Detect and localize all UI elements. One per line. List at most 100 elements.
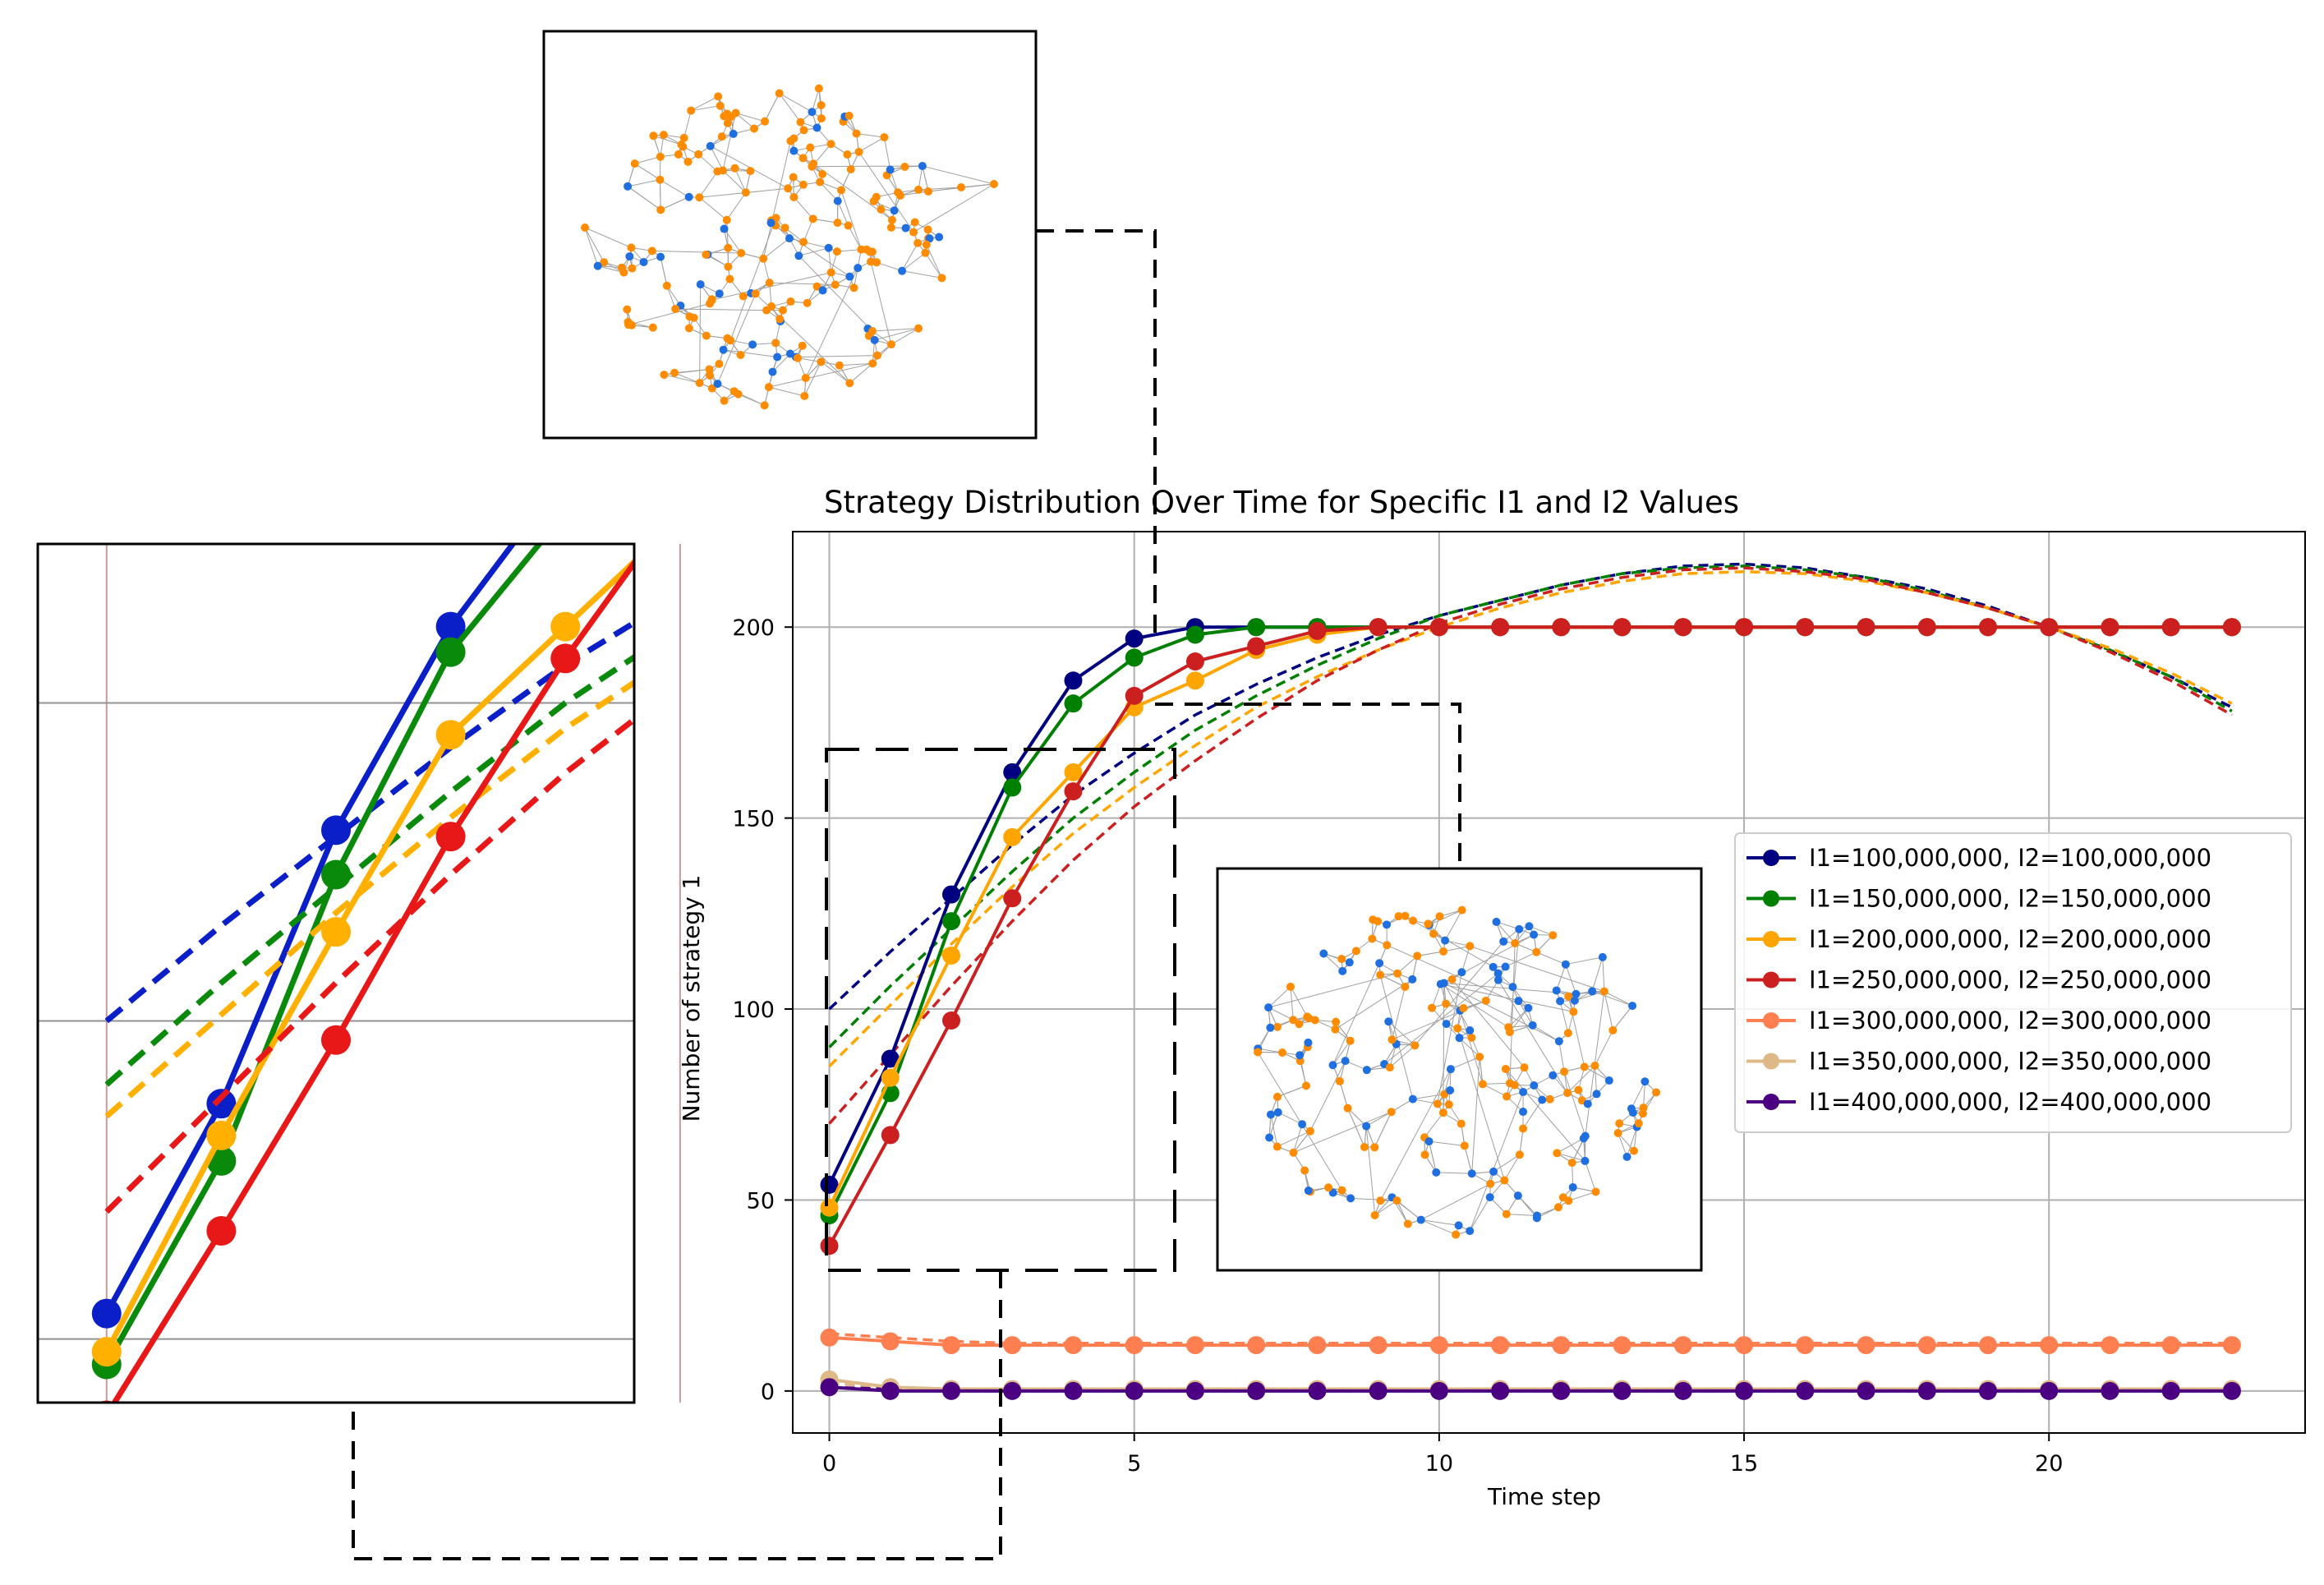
network-edge: [1387, 1021, 1415, 1046]
network-node: [736, 351, 745, 360]
zoom-data-point: [321, 815, 351, 845]
network-edge: [1471, 1057, 1480, 1174]
network-edge: [1397, 956, 1418, 974]
data-point: [2222, 1336, 2241, 1355]
data-point: [1429, 1381, 1448, 1400]
network-edge: [1567, 1065, 1595, 1094]
y-tick-label: 50: [747, 1188, 775, 1214]
network-edge: [1437, 972, 1462, 1104]
zoom-data-point: [321, 859, 351, 890]
network-node: [1411, 1041, 1420, 1050]
network-node: [1394, 912, 1403, 921]
network-node: [1304, 1186, 1313, 1196]
network-edge: [1574, 991, 1605, 1002]
network-node: [1301, 1081, 1310, 1090]
network-node: [1520, 1063, 1529, 1072]
network-node: [922, 240, 931, 249]
network-node: [630, 159, 639, 168]
network-edge: [1420, 1219, 1459, 1226]
data-point: [1978, 618, 1997, 637]
network-node: [801, 374, 810, 383]
network-node: [1519, 1124, 1528, 1133]
network-node: [1362, 1066, 1371, 1075]
network-edge: [674, 372, 700, 384]
network-edge: [1387, 944, 1529, 1009]
data-point: [1857, 618, 1875, 637]
data-point: [1185, 671, 1204, 690]
data-point: [1308, 1381, 1327, 1400]
network-edge: [764, 93, 780, 122]
network-node: [1528, 1021, 1537, 1030]
data-point: [820, 1328, 839, 1347]
network-edge: [660, 179, 689, 198]
network-node: [1375, 959, 1384, 968]
network-node: [780, 223, 789, 233]
network-edge: [900, 191, 929, 196]
data-point: [1552, 618, 1571, 637]
network-edge: [1412, 920, 1493, 968]
network-node: [1588, 987, 1597, 996]
network-nodes: [1254, 905, 1661, 1239]
network-node: [648, 323, 657, 332]
network-edge: [1627, 1127, 1638, 1158]
network-node: [659, 131, 668, 140]
network-edge: [691, 105, 720, 112]
network-node: [1510, 1080, 1519, 1090]
network-node: [1572, 989, 1581, 998]
network-node: [864, 331, 873, 340]
data-point: [1857, 1336, 1875, 1355]
zoom-series-line-3: [104, 557, 634, 1353]
network-edge: [1479, 1057, 1484, 1085]
network-node: [1433, 1099, 1442, 1108]
network-node: [1266, 1110, 1275, 1119]
zoom-data-point: [550, 643, 581, 674]
data-series: [820, 618, 2241, 1400]
network-edge: [870, 261, 892, 345]
network-node: [715, 289, 724, 298]
network-node: [844, 111, 854, 120]
x-axis-label: Time step: [1487, 1483, 1601, 1510]
network-node: [1376, 970, 1385, 979]
data-point: [1247, 618, 1266, 637]
network-node: [1441, 936, 1450, 945]
data-point: [2040, 618, 2059, 637]
network-node: [816, 177, 825, 187]
network-node: [725, 274, 734, 283]
network-node: [1629, 1146, 1638, 1155]
network-node: [775, 315, 785, 324]
network-node: [707, 296, 716, 305]
network-edge: [858, 136, 885, 153]
data-point: [1003, 1381, 1022, 1400]
network-node: [1265, 1133, 1274, 1142]
network-node: [720, 396, 729, 405]
network-edge: [628, 302, 711, 325]
network-node: [719, 345, 728, 354]
network-node: [845, 379, 854, 388]
network-edge: [660, 256, 668, 286]
connector-lines: [352, 229, 1461, 1560]
network-node: [789, 173, 798, 182]
data-point: [1125, 629, 1144, 648]
network-node: [901, 223, 910, 233]
series-line-6: [829, 1377, 2232, 1391]
network-node: [1581, 1156, 1590, 1165]
network-node: [1300, 1166, 1309, 1175]
network-node: [1369, 915, 1378, 924]
data-point: [1613, 1381, 1631, 1400]
network-node: [1328, 1061, 1337, 1070]
network-node: [1438, 1108, 1447, 1117]
fit-curve-4: [828, 566, 2233, 1125]
legend-marker: [1763, 971, 1779, 988]
network-edge: [1559, 1001, 1569, 1034]
data-point: [1552, 1336, 1571, 1355]
network-node: [880, 133, 889, 142]
network-node: [1519, 1108, 1528, 1117]
data-point: [1491, 618, 1510, 637]
network-node: [1591, 1187, 1600, 1196]
network-node: [886, 223, 895, 232]
network-node: [1408, 1094, 1417, 1104]
network-node: [1511, 939, 1520, 948]
zoom-series-line-2: [104, 544, 544, 1366]
network-node: [729, 129, 738, 138]
network-node: [789, 193, 798, 202]
